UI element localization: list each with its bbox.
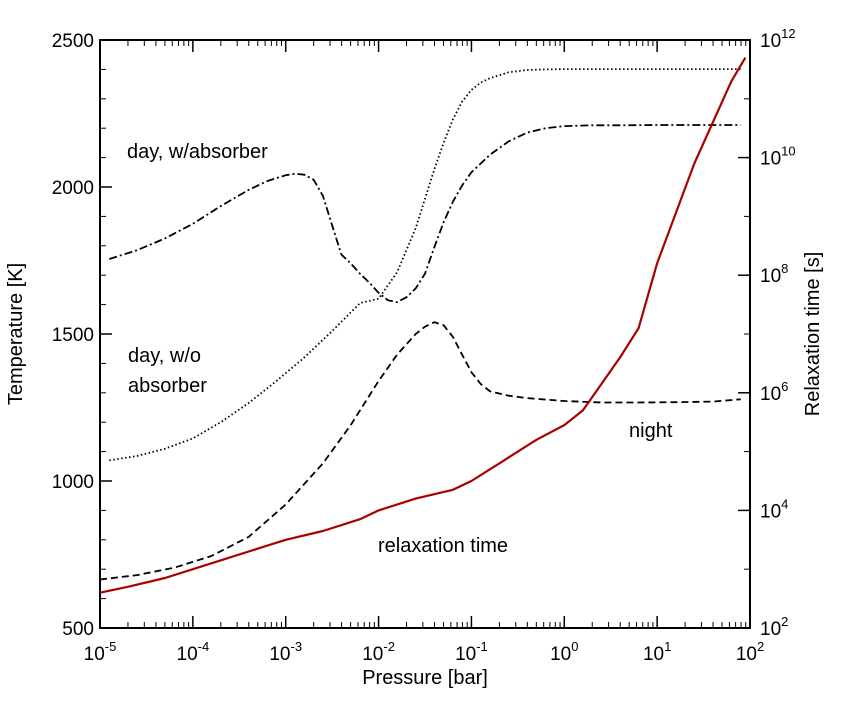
annotation-day-without-absorber-line1: day, w/o bbox=[128, 345, 201, 367]
x-tick-label: 10-4 bbox=[177, 639, 210, 665]
annotation-relaxation-time: relaxation time bbox=[378, 535, 508, 557]
x-axis-label: Pressure [bar] bbox=[362, 667, 488, 689]
series-line-night bbox=[99, 321, 741, 581]
x-tick-label: 10-2 bbox=[362, 639, 395, 665]
y-tick-label: 2000 bbox=[52, 178, 94, 199]
x-tick-label: 10-1 bbox=[455, 639, 488, 665]
x-tick-label: 101 bbox=[643, 639, 671, 665]
labels: 10-5 10-4 10-3 10-2 10-1 100 101 102 500 1000 1500… bbox=[52, 26, 796, 665]
y-tick-label: 500 bbox=[62, 619, 94, 640]
y2-tick-label: 1012 bbox=[760, 26, 796, 52]
y-tick-label: 2500 bbox=[52, 31, 94, 52]
annotation-day-with-absorber: day, w/absorber bbox=[127, 141, 268, 163]
annotation-day-without-absorber-line2: absorber bbox=[128, 375, 207, 397]
y2-tick-label: 1010 bbox=[760, 144, 796, 170]
y-axis-label: Temperature [K] bbox=[5, 263, 27, 405]
series-line-relaxation-time bbox=[99, 57, 747, 594]
annotation-night: night bbox=[629, 420, 673, 442]
ticks bbox=[99, 39, 751, 629]
y2-axis-label: Relaxation time [s] bbox=[802, 252, 824, 417]
y2-tick-label: 102 bbox=[760, 614, 788, 640]
y2-tick-label: 108 bbox=[760, 261, 788, 287]
y-tick-label: 1000 bbox=[52, 472, 94, 493]
y2-tick-label: 104 bbox=[760, 496, 788, 522]
x-tick-label: 10-3 bbox=[269, 639, 302, 665]
series-line-day-w-absorber bbox=[109, 124, 741, 304]
y2-tick-label: 106 bbox=[760, 379, 788, 405]
x-tick-label: 10-5 bbox=[84, 639, 117, 665]
x-tick-label: 102 bbox=[736, 639, 764, 665]
series-line-day-w-o-absorber bbox=[109, 68, 741, 462]
series bbox=[99, 57, 747, 594]
y-tick-label: 1500 bbox=[52, 325, 94, 346]
x-tick-label: 100 bbox=[550, 639, 578, 665]
